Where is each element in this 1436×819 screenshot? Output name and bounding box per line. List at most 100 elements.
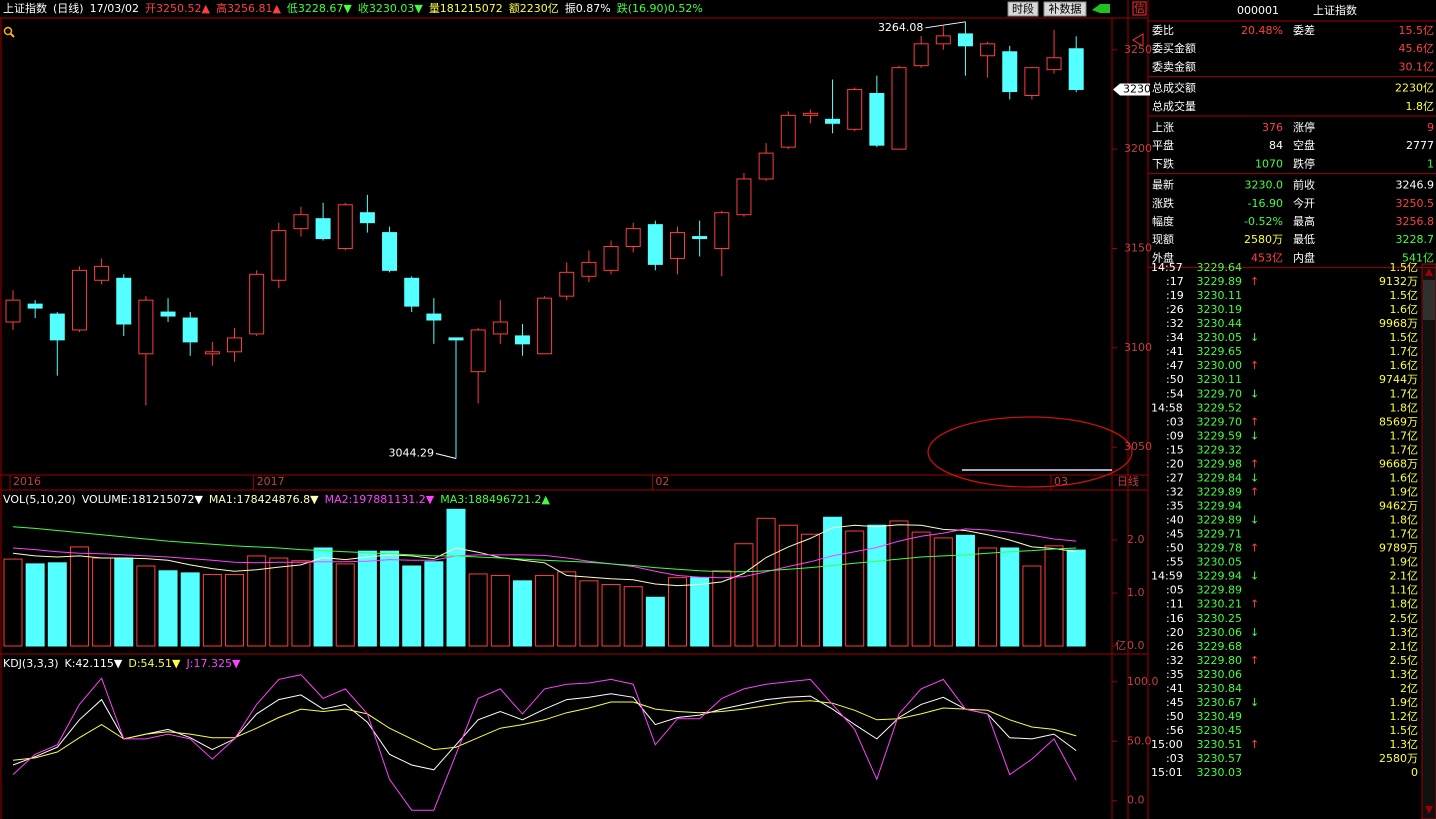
volume-bar [734,543,754,647]
candle-body [847,89,863,130]
tick-direction: ↓ [1250,626,1259,639]
tick-time: :20 [1166,457,1184,470]
quote-label: 前收 [1293,178,1315,192]
volume-bar [512,580,532,647]
quote-value: 15.5亿 [1399,24,1435,37]
unit-label: 亿 [1115,639,1126,652]
period-label: 日线 [1117,474,1139,488]
button[interactable]: 时段 [1012,2,1034,16]
candle-body [825,118,841,124]
link-icon[interactable] [1092,4,1110,13]
volume-bar [357,550,377,647]
tick-price: 3230.51 [1197,738,1243,751]
tick-price: 3230.06 [1197,668,1243,681]
header-item: (日线) [53,1,84,15]
volume-bar [867,524,887,647]
scrollbar[interactable] [1421,263,1436,819]
quote-value: 84 [1269,139,1283,152]
header-item: KDJ(3,3,3) [3,657,59,670]
side-icon-box[interactable] [1132,1,1147,16]
kdj-line [12,693,1077,771]
tick-time: :03 [1166,752,1184,765]
header-item: MA1:178424876.8▼ [209,493,319,506]
volume-bar [712,570,732,647]
tick-amount: 1.3亿 [1390,626,1419,639]
tick-amount: 1.1亿 [1390,584,1419,597]
tick-price: 3229.94 [1197,570,1243,583]
y-tick-label: 50.0 [1127,734,1152,747]
candle-body [382,232,398,271]
tick-time: :26 [1166,640,1184,653]
tick-price: 3230.21 [1197,598,1243,611]
tick-time: :20 [1166,626,1184,639]
scroll-up[interactable] [1425,268,1433,276]
tick-amount: 9789万 [1379,542,1418,555]
candle-body [1024,67,1040,96]
volume-bar [535,575,555,647]
tick-time: :16 [1166,612,1184,625]
candle-body [603,246,619,271]
tick-amount: 1.7亿 [1390,345,1419,358]
volume-bar [579,580,599,647]
candle-body [514,335,530,345]
tick-direction: ↑ [1250,415,1259,428]
tick-direction: ↓ [1250,429,1259,442]
scroll-down[interactable] [1425,806,1433,814]
x-tick-label: 2016 [13,475,41,488]
volume-bar [623,586,643,647]
tick-amount: 1.8亿 [1390,401,1419,414]
volume-bar [1066,549,1086,647]
tick-price: 3230.57 [1197,752,1243,765]
volume-bar [601,584,621,647]
candle-body [315,218,331,240]
quote-value: 2580万 [1244,233,1283,246]
quote-value: 3246.9 [1396,179,1435,192]
zoom-icon[interactable] [3,26,15,38]
tick-time: :35 [1166,668,1184,681]
volume-bar [889,520,909,647]
quote-label: 委卖金额 [1152,59,1196,73]
tick-price: 3230.05 [1197,556,1243,569]
tick-price: 3229.94 [1197,500,1243,513]
tick-price: 3230.11 [1197,373,1243,386]
button[interactable]: 补数据 [1049,2,1082,16]
volume-bar [1000,547,1020,647]
tick-amount: 1.8亿 [1390,598,1419,611]
tick-direction: ↑ [1250,542,1259,555]
tick-time: :56 [1166,724,1184,737]
volume-bar [92,557,112,647]
side-icon[interactable]: 信 [1134,2,1145,15]
tick-time: :34 [1166,331,1184,344]
tick-amount: 1.5亿 [1390,289,1419,302]
tick-amount: 1.9亿 [1390,696,1419,709]
quote-code: 000001 [1237,4,1279,17]
volume-bar [911,531,931,647]
quote-label: 总成交额 [1152,81,1196,95]
candle-body [559,271,575,297]
button-bg[interactable] [1007,1,1039,17]
scroll-thumb[interactable] [1423,280,1435,320]
tick-amount: 2.5亿 [1390,654,1419,667]
button-bg[interactable] [1043,1,1087,17]
tick-direction: ↑ [1250,598,1259,611]
tick-time: :09 [1166,429,1184,442]
quote-label: 跌停 [1293,156,1315,170]
tick-direction: ↑ [1250,457,1259,470]
tick-time: :19 [1166,289,1184,302]
volume-bar [380,550,400,647]
candle-body [692,236,708,240]
volume-bar [335,563,355,647]
candle-body [160,311,176,317]
x-tick-label: 2017 [257,475,285,488]
volume-bar [490,575,510,647]
volume-bar [313,547,333,647]
quote-value: 45.6亿 [1399,42,1435,55]
tick-price: 3230.19 [1197,303,1243,316]
tick-amount: 0 [1411,766,1418,779]
volume-bar [446,508,466,647]
tick-time: :32 [1166,654,1184,667]
tick-price: 3230.67 [1197,696,1243,709]
quote-label: 下跌 [1152,156,1174,170]
side-arrow[interactable] [1132,33,1144,47]
